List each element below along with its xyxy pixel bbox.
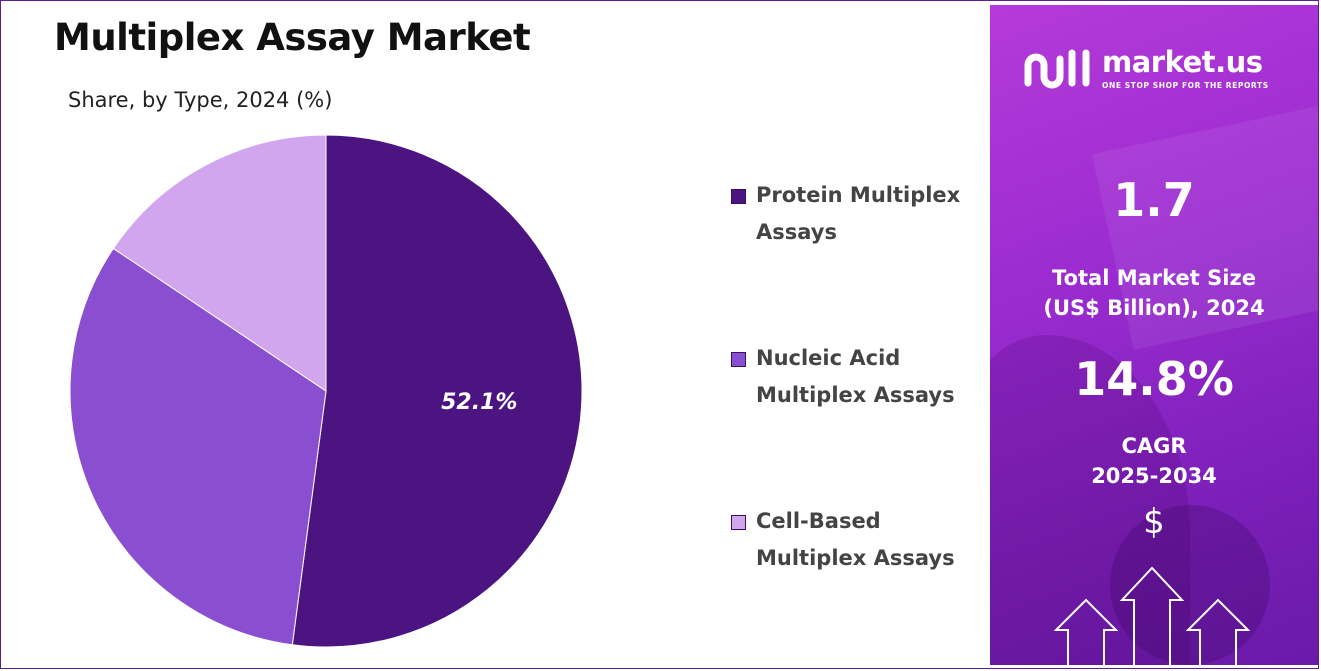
logo-tagline: ONE STOP SHOP FOR THE REPORTS bbox=[1102, 81, 1269, 90]
dollar-icon: $ bbox=[1143, 502, 1165, 542]
up-arrow-icon bbox=[1053, 598, 1119, 665]
legend-label-nucleic: Nucleic Acid Multiplex Assays bbox=[756, 340, 986, 414]
up-arrow-icon bbox=[1185, 598, 1251, 665]
pie-slice-nucleic bbox=[69, 247, 327, 646]
legend-swatch-cell bbox=[731, 515, 746, 530]
legend-label-protein-line2: Assays bbox=[756, 220, 837, 244]
market-us-logo-icon bbox=[1024, 49, 1090, 89]
legend-label-protein: Protein Multiplex Assays bbox=[756, 177, 986, 251]
growth-arrows bbox=[1053, 566, 1251, 665]
market-size-value: 1.7 bbox=[1113, 173, 1195, 227]
pie-slice-protein bbox=[291, 134, 583, 648]
cagr-label: CAGR bbox=[1121, 434, 1187, 458]
market-size-label-line1: Total Market Size bbox=[1052, 266, 1256, 290]
legend-label-protein-line1: Protein Multiplex bbox=[756, 183, 961, 207]
pie-chart: 52.1% bbox=[69, 134, 583, 648]
logo-name: market.us bbox=[1102, 45, 1263, 79]
cagr-period: 2025-2034 bbox=[1091, 464, 1217, 488]
up-arrow-icon bbox=[1119, 566, 1185, 665]
legend-label-nucleic-line1: Nucleic Acid bbox=[756, 346, 901, 370]
legend-label-nucleic-line2: Multiplex Assays bbox=[756, 383, 955, 407]
legend-swatch-protein bbox=[731, 189, 746, 204]
pie-slice-cell bbox=[112, 134, 327, 392]
summary-panel: market.us ONE STOP SHOP FOR THE REPORTS … bbox=[990, 5, 1318, 665]
legend-label-cell: Cell-Based Multiplex Assays bbox=[756, 503, 986, 577]
cagr-value: 14.8% bbox=[1074, 352, 1234, 406]
market-us-logo: market.us ONE STOP SHOP FOR THE REPORTS bbox=[1024, 45, 1304, 95]
pie-label-protein: 52.1% bbox=[441, 390, 517, 415]
chart-area: Multiplex Assay Market Share, by Type, 2… bbox=[54, 16, 986, 648]
chart-title: Multiplex Assay Market bbox=[54, 16, 531, 59]
legend-label-cell-line1: Cell-Based bbox=[756, 509, 881, 533]
legend-label-cell-line2: Multiplex Assays bbox=[756, 546, 955, 570]
market-size-label-line2: (US$ Billion), 2024 bbox=[1043, 296, 1265, 320]
legend-swatch-nucleic bbox=[731, 352, 746, 367]
chart-subtitle: Share, by Type, 2024 (%) bbox=[68, 88, 333, 112]
